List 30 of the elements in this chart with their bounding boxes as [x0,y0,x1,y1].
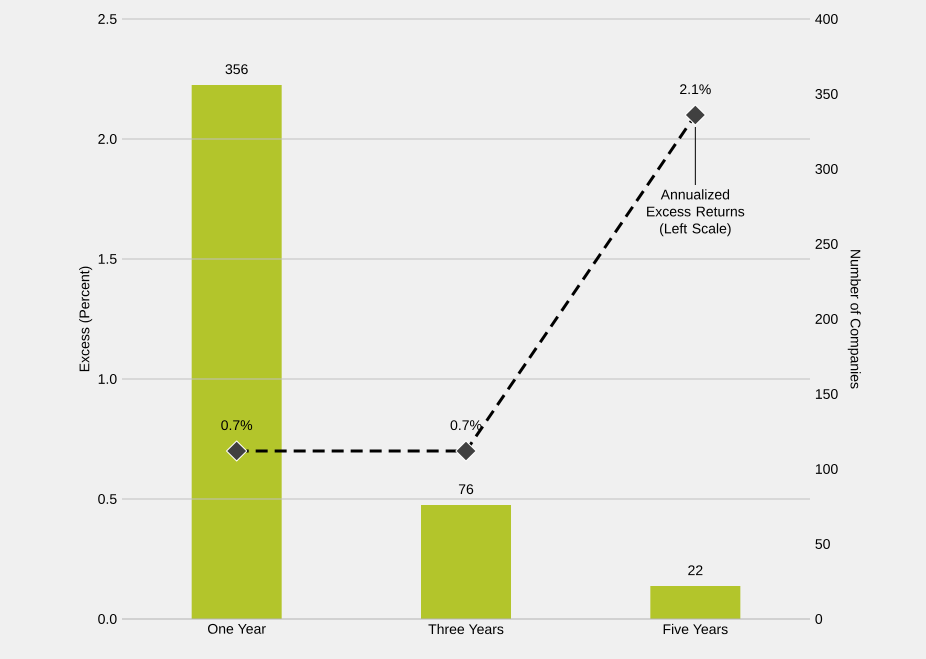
data-label: 356 [226,64,248,74]
y2-tick-label: 250 [816,239,838,249]
y-tick-label: 2.0 [98,134,117,144]
data-label: 0.7% [450,420,482,430]
y2-tick-label: 400 [815,14,838,24]
x-tick-label: Three Years [428,624,504,634]
y2-tick-label: 50 [815,539,830,549]
data-label: 76 [458,484,474,494]
bar [650,586,740,619]
y2-axis-title: Number of Companies [848,250,861,388]
y2-tick-label: 0 [815,614,822,624]
y-tick-label: 0.0 [98,614,117,624]
x-tick-label: One Year [208,624,266,634]
y2-tick-label: 350 [815,89,838,99]
y-axis-title: Excess (Percent) [79,266,92,372]
data-label: 0.7% [221,420,252,430]
y2-tick-label: 150 [816,389,838,399]
data-label: 22 [688,565,702,576]
y-tick-label: 1.0 [98,374,117,384]
bar [421,505,512,619]
y-tick-label: 1.5 [98,254,117,264]
y-tick-label: 2.5 [98,14,117,24]
bar [192,84,282,619]
y-tick-label: 0.5 [98,494,117,504]
y2-tick-label: 300 [815,164,838,174]
y2-tick-label: 100 [816,464,838,474]
x-tick-label: Five Years [664,624,728,634]
y2-tick-label: 200 [816,314,838,324]
data-label: 2.1% [680,84,711,94]
series-label: Annualized Excess Returns (Left Scale) [647,189,744,236]
